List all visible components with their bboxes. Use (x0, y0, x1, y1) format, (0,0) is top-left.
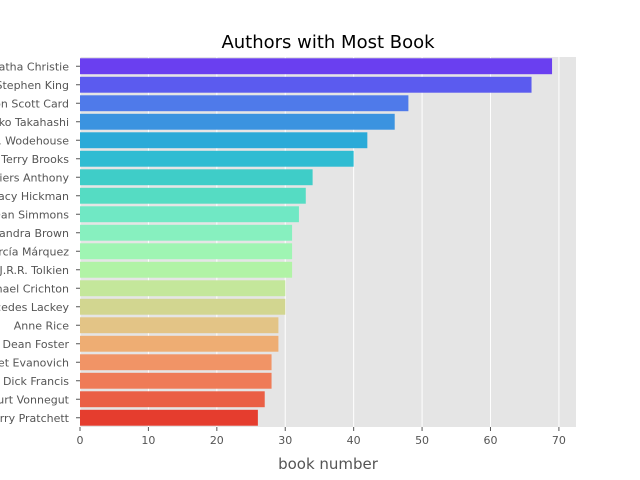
bar (80, 280, 286, 297)
bar (80, 150, 354, 167)
bar (80, 243, 293, 260)
x-tick-label: 60 (483, 434, 497, 447)
x-tick-label: 50 (415, 434, 429, 447)
y-tick-label: Michael Crichton (0, 282, 69, 295)
bar (80, 372, 272, 389)
bar (80, 335, 279, 352)
bar (80, 95, 409, 112)
y-tick-label: Dan Simmons (0, 208, 69, 221)
y-tick-label: Janet Evanovich (0, 356, 69, 369)
y-tick-label: Kurt Vonnegut (0, 393, 70, 406)
plot-background (80, 57, 576, 427)
x-tick-label: 40 (347, 434, 361, 447)
bar (80, 187, 306, 204)
bar (80, 206, 299, 223)
y-tick-label: Terry Pratchett (0, 412, 70, 425)
y-tick-label: Rumiko Takahashi (0, 116, 69, 129)
bar (80, 298, 286, 315)
y-tick-label: J.R.R. Tolkien (0, 264, 69, 277)
y-tick-label: Stephen King (0, 79, 69, 92)
y-tick-label: P.G. Wodehouse (0, 134, 69, 147)
y-tick-label: Dick Francis (3, 375, 69, 388)
bar (80, 169, 313, 186)
y-tick-label: Orson Scott Card (0, 97, 69, 110)
bar (80, 261, 293, 278)
y-tick-label: Tracy Hickman (0, 190, 69, 203)
y-tick-label: Terry Brooks (0, 153, 69, 166)
x-tick-label: 20 (210, 434, 224, 447)
x-tick-label: 10 (141, 434, 155, 447)
y-tick-label: Gabriel García Márquez (0, 245, 69, 258)
y-tick-label: Piers Anthony (0, 171, 69, 184)
x-tick-label: 0 (77, 434, 84, 447)
x-tick-label: 30 (278, 434, 292, 447)
bar (80, 409, 258, 426)
y-tick-label: Alan Dean Foster (0, 338, 69, 351)
x-tick-labels: 0 10 20 30 40 50 60 70 (77, 427, 566, 447)
bar (80, 224, 293, 241)
y-tick-label: Mercedes Lackey (0, 301, 69, 314)
bar (80, 317, 279, 334)
bar (80, 76, 532, 93)
y-tick-label: Sandra Brown (0, 227, 69, 240)
x-axis-label: book number (278, 455, 379, 473)
bar (80, 354, 272, 371)
y-tick-labels: Agatha Christie Stephen King Orson Scott C… (0, 60, 80, 425)
x-tick-label: 70 (552, 434, 566, 447)
bars (80, 58, 553, 426)
chart-title: Authors with Most Book (221, 32, 435, 53)
y-tick-label: Anne Rice (14, 319, 69, 332)
y-tick-label: Agatha Christie (0, 60, 69, 73)
bar (80, 113, 395, 130)
bar (80, 58, 553, 75)
bar (80, 391, 265, 408)
bar (80, 132, 368, 149)
